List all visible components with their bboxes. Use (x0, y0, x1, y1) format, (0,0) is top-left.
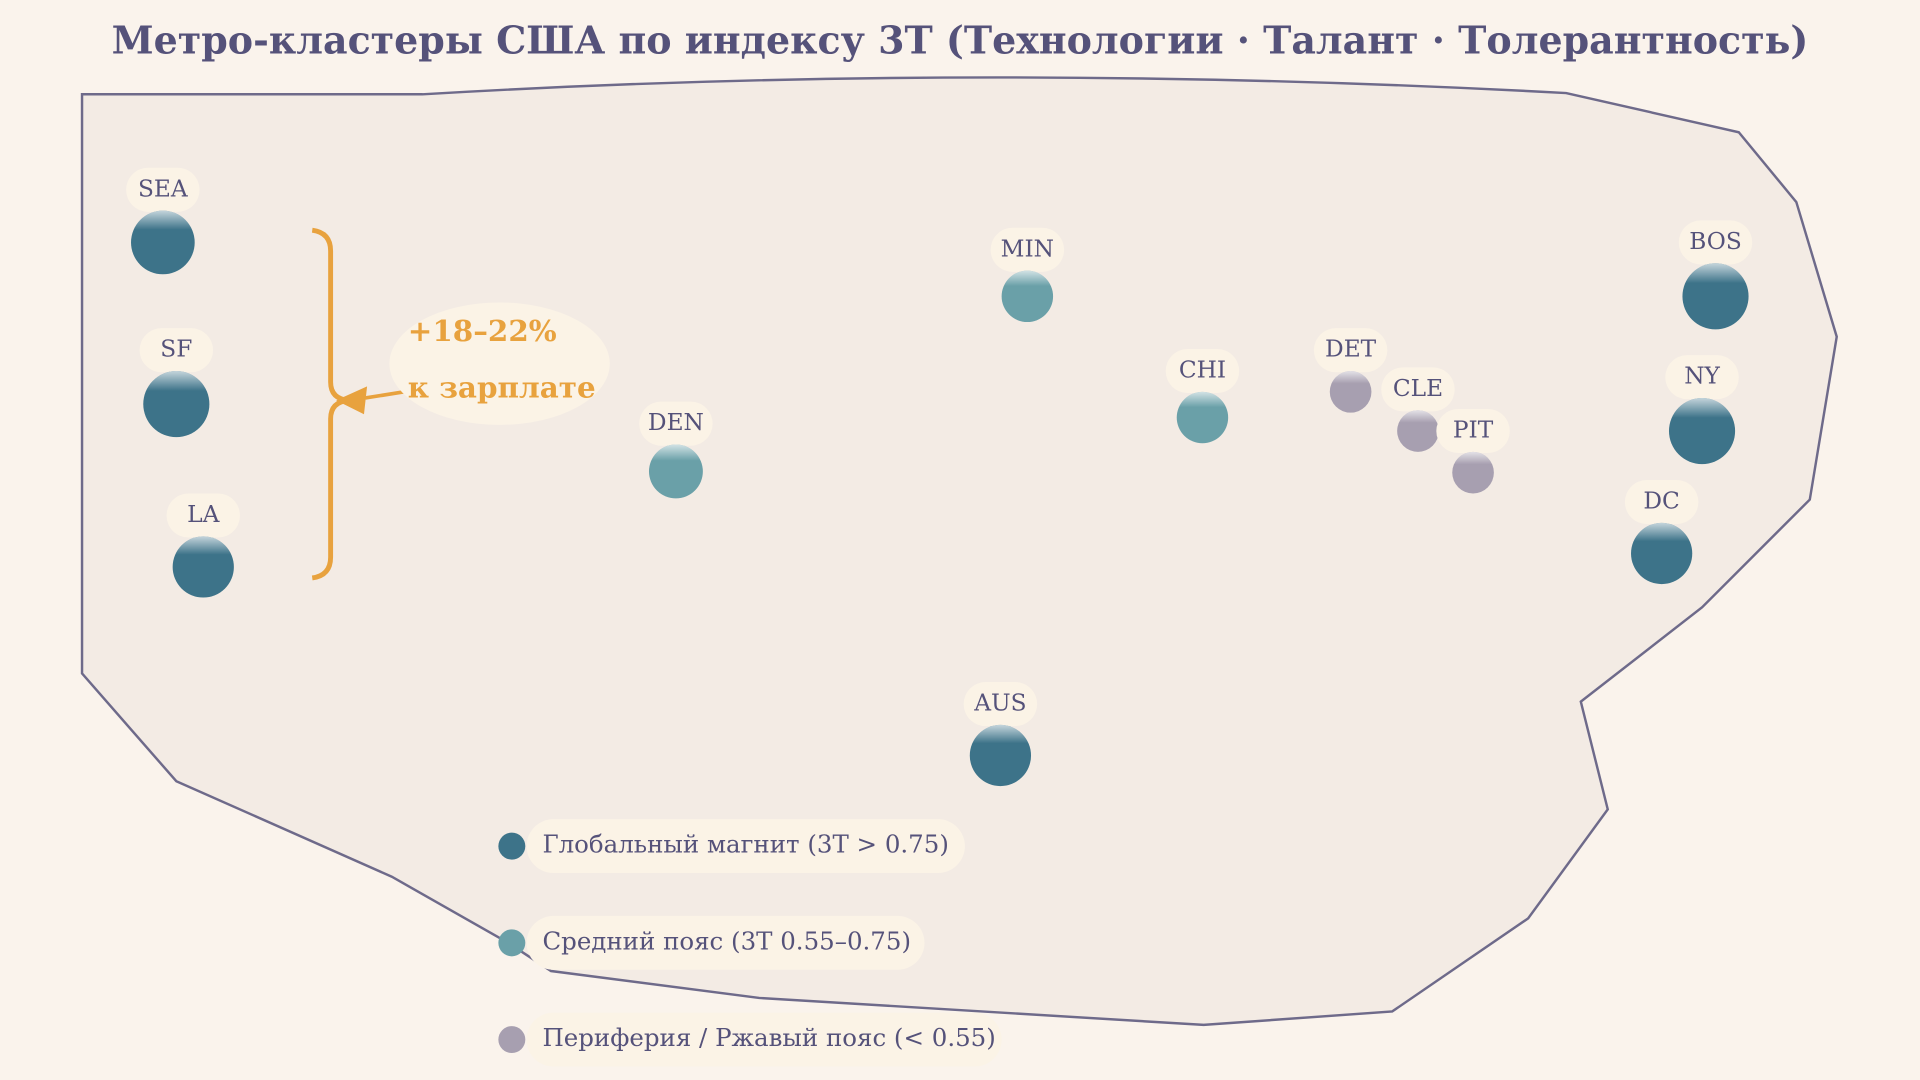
legend-swatch (498, 929, 526, 957)
nodes: SEA SF LA AUS BOS NY DC MIN DEN CHI DET CLE PIT (126, 167, 1753, 787)
city-label: NY (1684, 363, 1720, 390)
city-label: CHI (1179, 357, 1226, 384)
legend-bg (526, 915, 925, 970)
city-shine (1668, 397, 1736, 465)
city-label: AUS (973, 690, 1026, 717)
title: Метро-кластеры США по индексу 3Т (Технол… (112, 18, 1809, 63)
city-shine (172, 536, 234, 598)
city-label: LA (187, 501, 220, 528)
label-bg (1165, 348, 1240, 394)
city-shine (1176, 391, 1229, 444)
arrow (336, 386, 405, 415)
label-bg (1381, 367, 1455, 412)
annotation-bg (389, 302, 610, 425)
label-bg (1624, 480, 1699, 525)
city-label: CLE (1393, 375, 1443, 402)
legend-label: Периферия / Ржавый пояс (< 0.55) (542, 1023, 995, 1052)
legend-bg (526, 1012, 1002, 1067)
legend-swatch (498, 832, 526, 860)
city-shine (1329, 371, 1372, 413)
city-shine (131, 210, 195, 275)
label-bg (990, 227, 1065, 272)
city-shine (648, 444, 703, 499)
annotation-line: к зарплате (408, 369, 596, 404)
city-label: SF (160, 336, 192, 363)
region-outline (80, 76, 1838, 1027)
city-shine (1452, 451, 1494, 494)
label-bg (1665, 355, 1739, 400)
city-shine (1397, 410, 1439, 452)
city-shine (1631, 522, 1693, 585)
label-bg (126, 167, 200, 212)
legend-bg (526, 819, 965, 874)
label-bg (1313, 328, 1388, 373)
annotation: +18–22% к зарплате (408, 313, 596, 404)
city-label: DC (1643, 488, 1679, 515)
city-label: MIN (1001, 235, 1054, 262)
city-shine (1001, 270, 1054, 323)
label-bg (1678, 220, 1753, 265)
label-bg (166, 493, 240, 538)
city-shine (969, 724, 1032, 787)
label-bg (1436, 408, 1510, 454)
legend-label: Средний пояс (3Т 0.55–0.75) (542, 926, 911, 955)
city-shine (143, 371, 210, 438)
city-label: BOS (1689, 228, 1742, 255)
city-shine (1682, 263, 1749, 330)
annotation-line: +18–22% (408, 313, 557, 348)
legend: Глобальный магнит (3Т > 0.75) Средний поя… (498, 819, 1002, 1067)
legend-label: Глобальный магнит (3Т > 0.75) (542, 830, 948, 859)
label-bg (963, 682, 1038, 727)
label-bg (139, 328, 214, 373)
city-label: DET (1325, 336, 1377, 363)
label-bg (639, 401, 713, 446)
city-label: DEN (648, 409, 704, 436)
city-label: PIT (1453, 417, 1494, 444)
city-label: SEA (138, 175, 189, 202)
legend-swatch (498, 1026, 526, 1054)
